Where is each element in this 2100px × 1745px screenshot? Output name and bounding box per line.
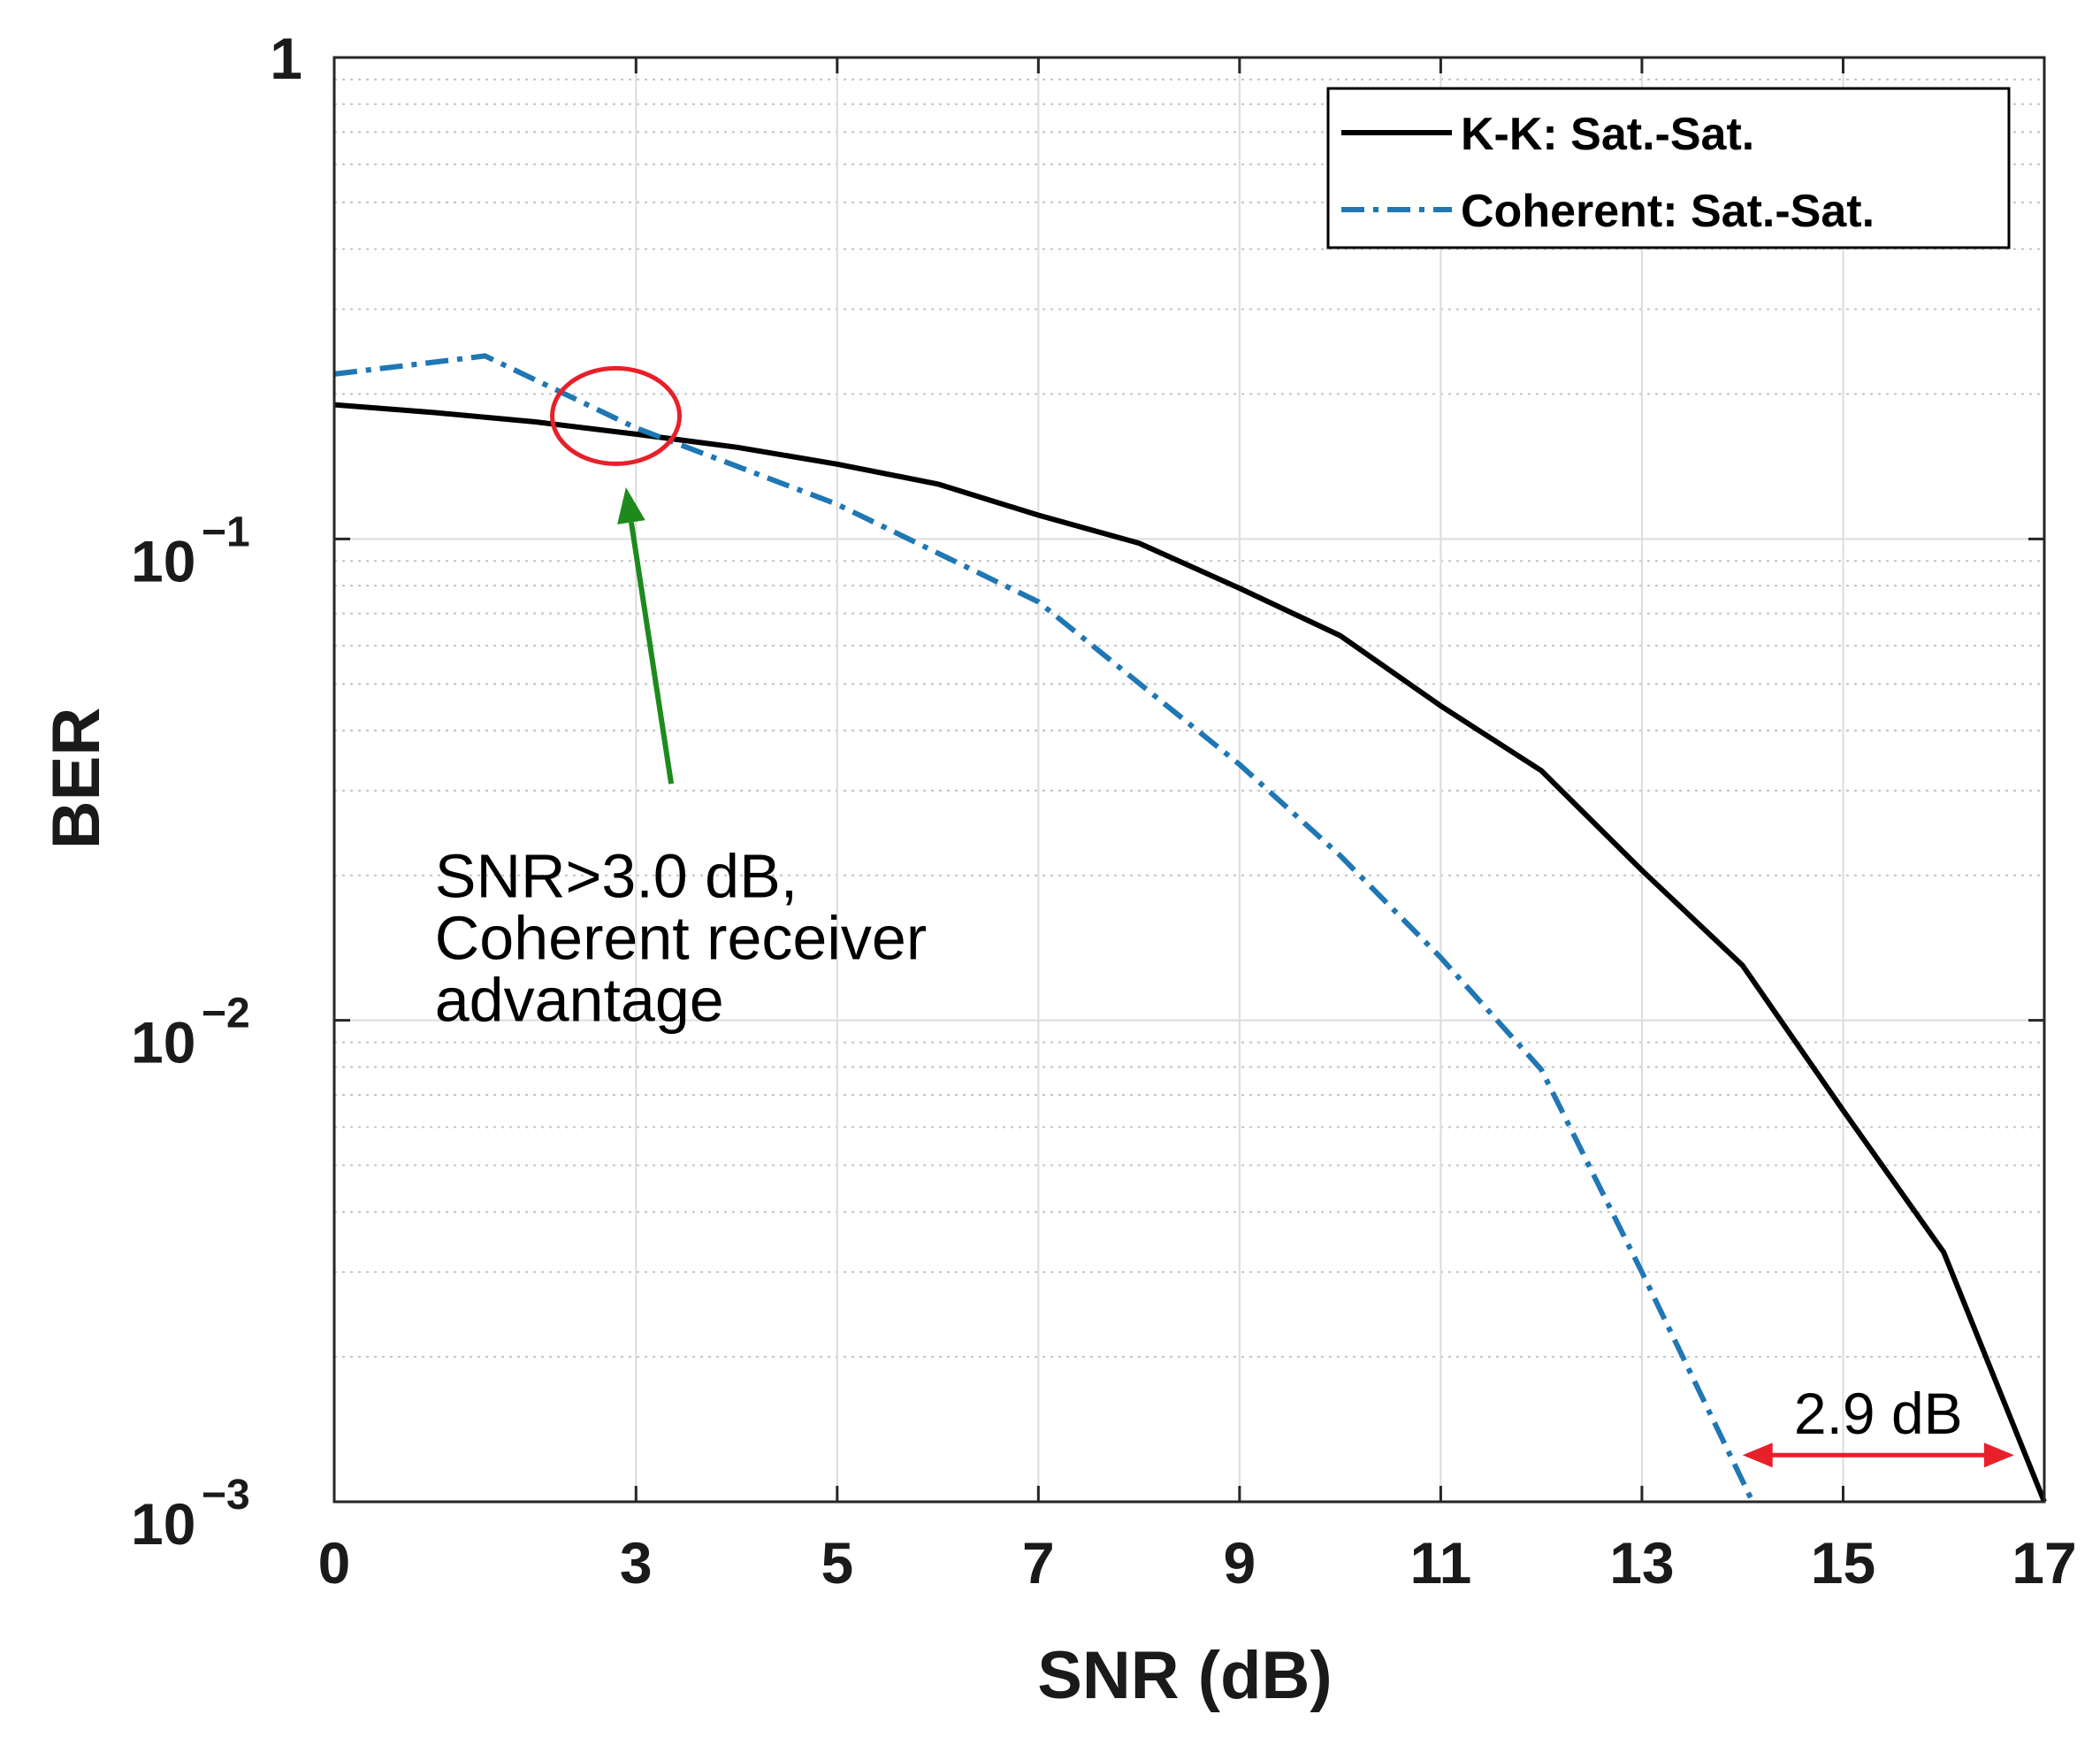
annotation-arrow-shaft [628, 522, 675, 784]
x-tick-label: 7 [1022, 1530, 1055, 1596]
x-tick-label: 3 [620, 1530, 653, 1596]
y-tick-label-exponent: −1 [202, 509, 250, 555]
annotation-text-line-3: advantage [435, 966, 724, 1035]
legend-label-kk: K-K: Sat.-Sat. [1461, 109, 1754, 160]
crossover-highlight-circle [550, 365, 683, 466]
y-tick-label-base: 10 [131, 1010, 195, 1075]
x-tick-label: 11 [1410, 1530, 1472, 1596]
gap-label: 2.9 dB [1794, 1381, 1963, 1446]
x-tick-label: 15 [1811, 1530, 1875, 1596]
y-axis-label: BER [39, 708, 114, 849]
x-tick-label: 9 [1224, 1530, 1256, 1596]
data-series [333, 353, 2047, 1504]
x-tick-label: 13 [1609, 1530, 1674, 1596]
y-tick-label-exponent: −2 [202, 991, 250, 1037]
gap-arrow-head-left [1742, 1443, 1773, 1468]
legend: K-K: Sat.-Sat. Coherent: Sat.-Sat. [1326, 87, 2011, 249]
y-tick-label-base: 10 [131, 1491, 195, 1557]
series-line-coherent-sat-sat [333, 353, 1755, 1504]
series-line-kk-sat-sat [333, 402, 2047, 1504]
annotation-arrow-head [617, 486, 645, 524]
y-tick-label: 1 [270, 26, 302, 91]
x-tick-label: 17 [2012, 1530, 2076, 1596]
legend-label-coherent: Coherent: Sat.-Sat. [1461, 186, 1875, 237]
annotations: SNR>3.0 dB, Coherent receiver advantage … [435, 365, 2014, 1468]
x-tick-label: 0 [318, 1530, 351, 1596]
gap-arrow-head-right [1983, 1443, 2014, 1468]
x-axis-label: SNR (dB) [1037, 1638, 1333, 1713]
plot-frame [332, 56, 2046, 1504]
y-tick-label-exponent: −3 [202, 1472, 250, 1519]
legend-box [1326, 87, 2011, 249]
annotation-text-line-1: SNR>3.0 dB, [435, 842, 798, 911]
grid-lines [333, 57, 2045, 1503]
x-tick-label: 5 [821, 1530, 853, 1596]
y-tick-label-base: 10 [131, 528, 195, 593]
annotation-text-line-2: Coherent receiver [435, 904, 927, 973]
